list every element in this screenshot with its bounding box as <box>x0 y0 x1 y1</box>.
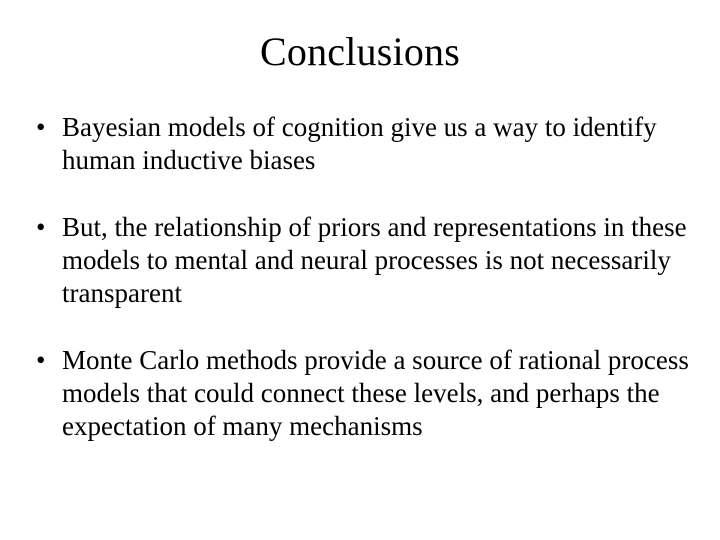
slide: Conclusions Bayesian models of cognition… <box>0 0 720 540</box>
list-item: Bayesian models of cognition give us a w… <box>30 111 690 177</box>
bullet-text: But, the relationship of priors and repr… <box>62 212 687 308</box>
bullet-text: Bayesian models of cognition give us a w… <box>62 112 657 175</box>
bullet-list: Bayesian models of cognition give us a w… <box>30 111 690 443</box>
slide-title: Conclusions <box>30 28 690 75</box>
list-item: But, the relationship of priors and repr… <box>30 211 690 310</box>
bullet-text: Monte Carlo methods provide a source of … <box>62 345 689 441</box>
list-item: Monte Carlo methods provide a source of … <box>30 344 690 443</box>
